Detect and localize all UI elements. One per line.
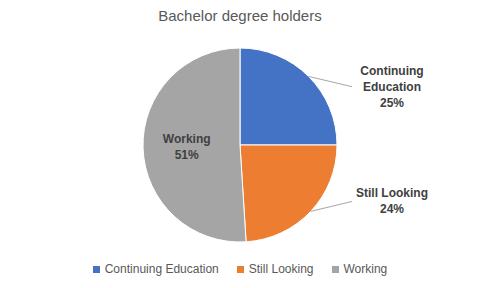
- svg-text:Still Looking24%: Still Looking24%: [356, 186, 428, 216]
- html-text:Continuing Education: Continuing Education: [104, 262, 219, 276]
- svg-text:Working51%: Working51%: [163, 132, 211, 162]
- svg-text:ContinuingEducation25%: ContinuingEducation25%: [360, 64, 423, 110]
- html-text:Working: Working: [343, 262, 388, 276]
- html-text:Still Looking: Still Looking: [248, 262, 314, 276]
- html-text:Bachelor degree holders: Bachelor degree holders: [158, 7, 322, 24]
